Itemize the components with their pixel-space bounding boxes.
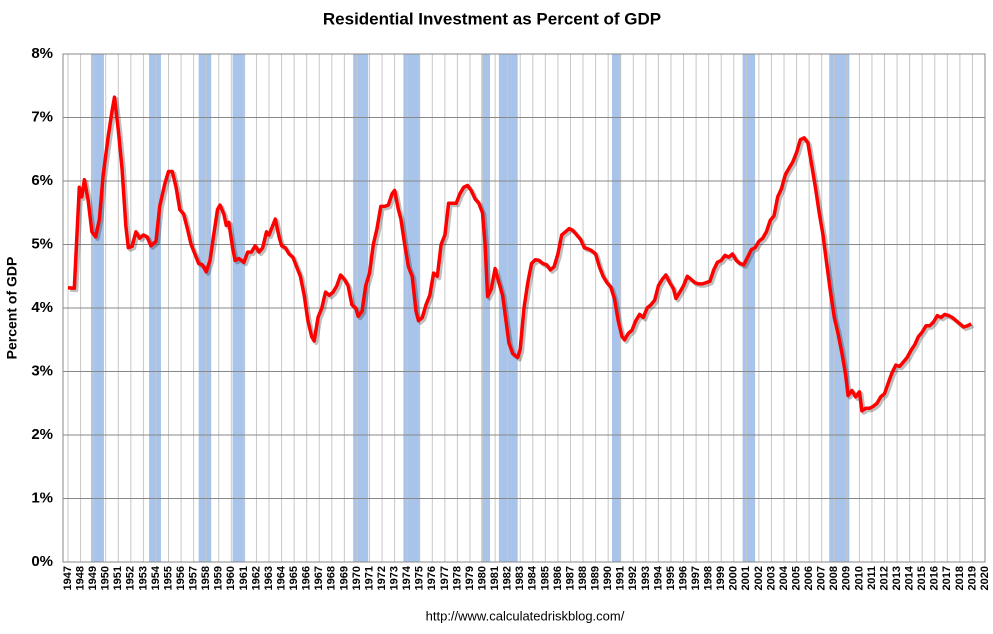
- y-tick-label: 8%: [31, 45, 53, 62]
- x-tick-label: 2000: [728, 566, 740, 590]
- x-tick-label: 1973: [389, 566, 401, 590]
- y-tick-label: 3%: [31, 362, 53, 379]
- x-tick-label: 1964: [275, 565, 287, 590]
- x-tick-label: 1950: [100, 566, 112, 590]
- x-tick-label: 1995: [665, 566, 677, 590]
- x-tick-label: 2013: [891, 566, 903, 590]
- x-tick-label: 1956: [175, 566, 187, 590]
- x-tick-label: 2017: [941, 566, 953, 590]
- x-tick-label: 1960: [225, 566, 237, 590]
- x-tick-label: 2005: [790, 566, 802, 590]
- x-tick-label: 1965: [288, 566, 300, 590]
- x-tick-label: 1975: [414, 566, 426, 590]
- x-tick-label: 2006: [803, 566, 815, 590]
- x-tick-label: 2018: [954, 566, 966, 590]
- y-tick-label: 4%: [31, 299, 53, 316]
- x-tick-label: 1982: [502, 566, 514, 590]
- x-tick-label: 1998: [703, 566, 715, 590]
- x-tick-label: 1983: [514, 566, 526, 590]
- x-tick-label: 1962: [250, 566, 262, 590]
- x-tick-label: 1957: [188, 566, 200, 590]
- x-tick-label: 1996: [677, 566, 689, 590]
- x-tick-label: 1959: [213, 566, 225, 590]
- x-tick-label: 1978: [451, 566, 463, 590]
- x-tick-label: 1954: [150, 565, 162, 590]
- x-tick-label: 2001: [740, 566, 752, 590]
- x-tick-label: 2002: [753, 566, 765, 590]
- x-tick-label: 1997: [690, 566, 702, 590]
- x-tick-label: 1953: [137, 566, 149, 590]
- x-tick-label: 1988: [577, 566, 589, 590]
- y-tick-label: 0%: [31, 553, 53, 570]
- y-axis-label: Percent of GDP: [4, 257, 20, 360]
- x-tick-label: 1971: [363, 566, 375, 590]
- x-tick-label: 1977: [439, 566, 451, 590]
- data-line: [67, 95, 972, 413]
- x-tick-label: 1990: [602, 566, 614, 590]
- x-tick-label: 2003: [765, 566, 777, 590]
- x-tick-label: 2007: [816, 566, 828, 590]
- x-tick-label: 1968: [326, 566, 338, 590]
- source-note: http://www.calculatedriskblog.com/: [426, 608, 625, 623]
- x-tick-label: 2019: [966, 566, 978, 590]
- x-tick-label: 1992: [627, 566, 639, 590]
- x-tick-label: 1955: [162, 566, 174, 590]
- x-tick-label: 1989: [590, 566, 602, 590]
- x-tick-label: 2008: [828, 566, 840, 590]
- x-tick-label: 1970: [351, 566, 363, 590]
- x-tick-label: 1999: [715, 566, 727, 590]
- x-tick-label: 1972: [376, 566, 388, 590]
- x-tick-label: 1952: [125, 566, 137, 590]
- x-tick-label: 1949: [87, 566, 99, 590]
- chart-title: Residential Investment as Percent of GDP: [323, 9, 661, 28]
- x-tick-label: 1993: [640, 566, 652, 590]
- x-tick-label: 1974: [401, 565, 413, 590]
- x-tick-label: 1979: [464, 566, 476, 590]
- x-tick-label: 2020: [979, 566, 991, 590]
- x-tick-label: 2004: [778, 565, 790, 590]
- x-tick-label: 1980: [476, 566, 488, 590]
- x-tick-label: 1984: [527, 565, 539, 590]
- x-tick-label: 2014: [904, 565, 916, 590]
- plot-frame: [62, 53, 986, 563]
- x-tick-label: 2016: [929, 566, 941, 590]
- y-tick-label: 7%: [31, 108, 53, 125]
- x-tick-label: 1987: [564, 566, 576, 590]
- x-tick-label: 2012: [878, 566, 890, 590]
- y-tick-label: 6%: [31, 172, 53, 189]
- x-tick-label: 1966: [301, 566, 313, 590]
- x-tick-label: 1986: [552, 566, 564, 590]
- x-tick-label: 2009: [841, 566, 853, 590]
- x-tick-label: 1967: [313, 566, 325, 590]
- x-tick-label: 1985: [539, 566, 551, 590]
- x-tick-label: 1969: [338, 566, 350, 590]
- x-tick-label: 2015: [916, 566, 928, 590]
- x-tick-label: 1994: [652, 565, 664, 590]
- x-tick-label: 1981: [489, 566, 501, 590]
- x-tick-label: 1958: [200, 566, 212, 590]
- x-tick-label: 1951: [112, 566, 124, 590]
- x-tick-label: 1947: [62, 566, 74, 590]
- x-tick-label: 1948: [74, 566, 86, 590]
- x-tick-label: 1991: [615, 566, 627, 590]
- x-tick-label: 2011: [866, 566, 878, 590]
- x-tick-label: 2010: [853, 566, 865, 590]
- y-tick-label: 2%: [31, 426, 53, 443]
- x-tick-label: 1961: [238, 566, 250, 590]
- y-tick-label: 1%: [31, 489, 53, 506]
- y-tick-label: 5%: [31, 235, 53, 252]
- x-tick-label: 1976: [426, 566, 438, 590]
- x-tick-label: 1963: [263, 566, 275, 590]
